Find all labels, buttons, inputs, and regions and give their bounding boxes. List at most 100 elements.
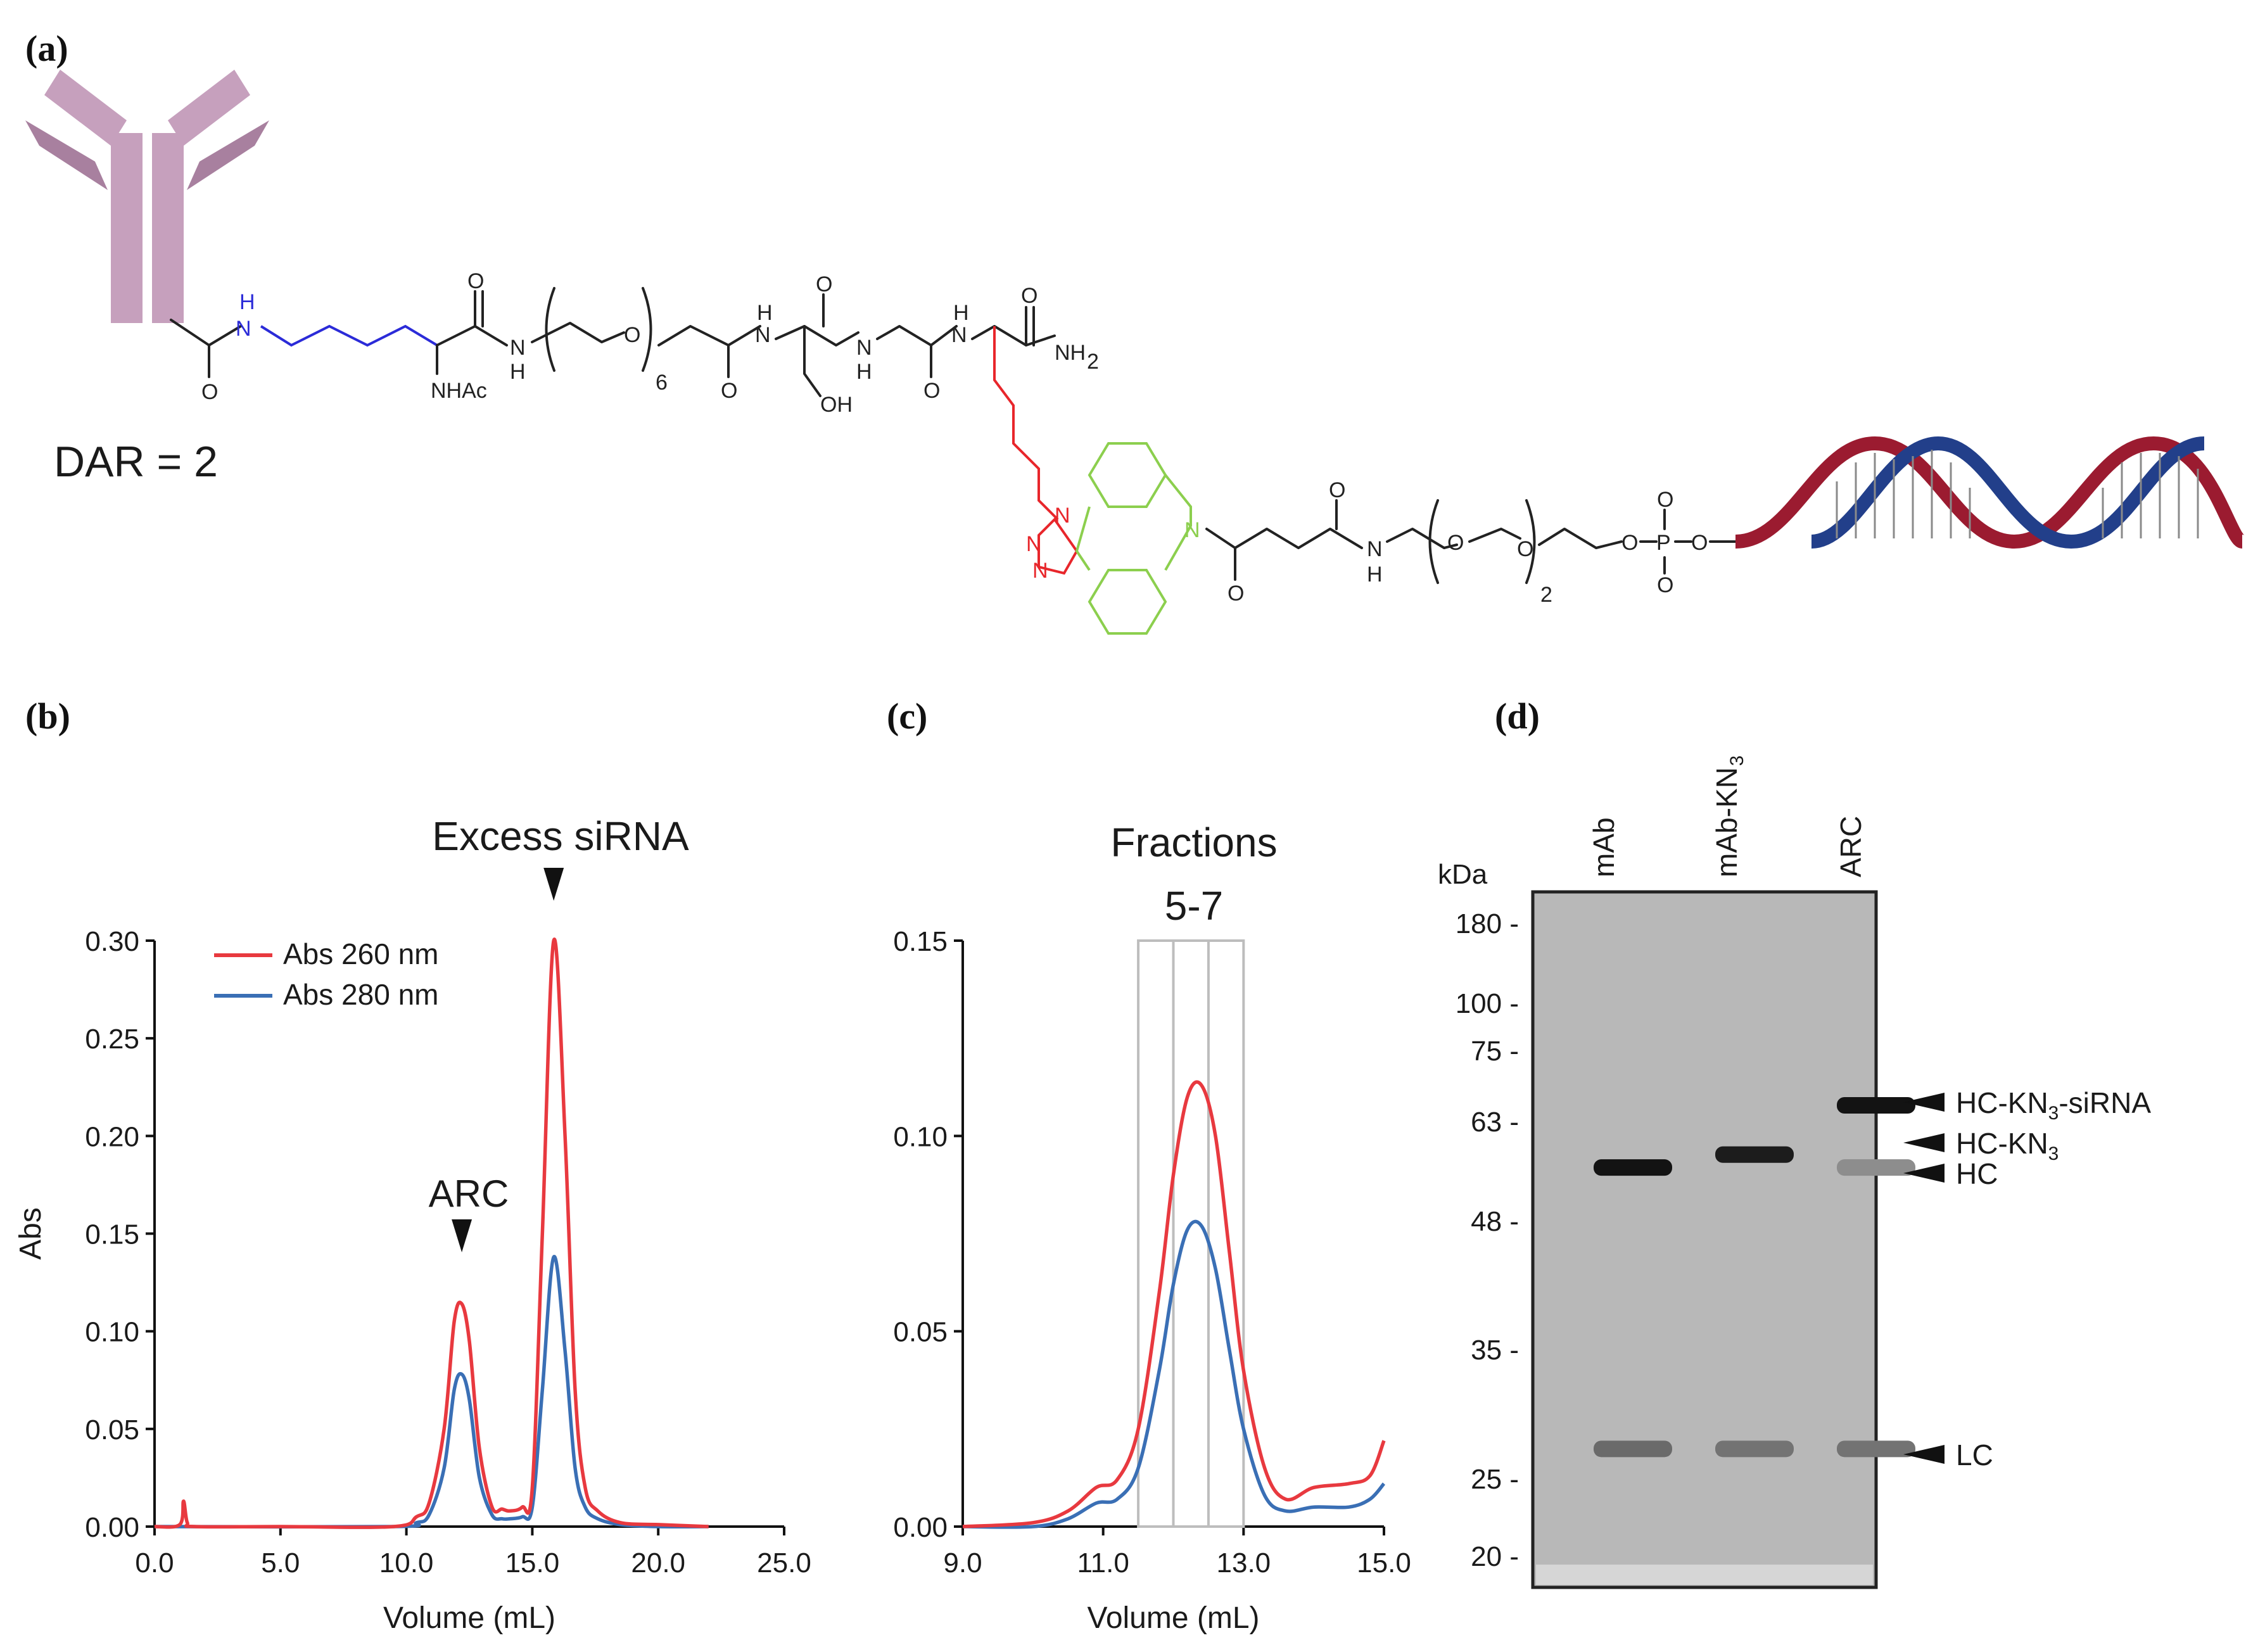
chart-b-axes: 0.00 0.05 0.10 0.15 0.20 0.25 0.30 0.0 5.0 10.0 15… [14,926,811,1635]
dbco-n: N [1184,518,1200,542]
chart-b-y-tick-label: 0.00 [85,1512,139,1543]
gel-marker-label: 20 - [1471,1541,1519,1572]
phosphate-o-1: O [1621,531,1638,555]
sirna-duplex-icon [1735,436,2245,549]
chart-b-annotation-arrow [543,868,564,901]
chart-b-x-tick-label: 15.0 [505,1547,560,1579]
chart-b-x-tick-label: 10.0 [379,1547,434,1579]
chart-c-x-tick-label: 15.0 [1357,1547,1411,1579]
chart-c-x-tick-label: 13.0 [1217,1547,1271,1579]
gel-marker-label: 48 - [1471,1206,1519,1237]
arrow-hc [1903,1164,1945,1183]
gel-band [1715,1146,1794,1163]
svg-text:HC-KN3-siRNA: HC-KN3-siRNA [1956,1086,2151,1124]
carbonyl-o-6: O [1021,284,1037,308]
svg-text:mAb-KN3: mAb-KN3 [1710,756,1748,878]
arrow-hc-kn3-sirna [1903,1093,1945,1112]
amide-n-2: N [755,323,771,347]
carbonyl-o-7: O [1228,581,1244,606]
chart-c-series-abs-260-nm [962,1080,1386,1528]
chart-c-fraction-boxes [1137,939,1245,1528]
gel-dye-front [1536,1565,1873,1585]
gel-band [1594,1440,1672,1458]
chart-b-x-tick-label: 5.0 [261,1547,300,1579]
chart-c-y-tick-label: 0.00 [893,1512,948,1543]
peg2-subscript: 2 [1540,583,1552,607]
peg-o-3: O [1517,537,1533,561]
chart-c: Fractions 5-7 0.00 0.05 0.10 0.15 9.0 11.0 13.… [893,820,1411,1635]
chart-c-axes: 0.00 0.05 0.10 0.15 9.0 11.0 13.0 15.0 Volume (m… [893,926,1411,1635]
chart-c-y-tick-label: 0.05 [893,1317,948,1348]
svg-text:HC-KN3: HC-KN3 [1956,1127,2059,1164]
chart-b-series-abs-280-nm [154,1255,709,1529]
annotation-excess-sirna: Excess siRNA [432,813,689,859]
chart-b-annotation-arrow [452,1219,473,1252]
chart-b-x-axis-title: Volume (mL) [383,1601,555,1635]
chart-c-y-tick-label: 0.10 [893,1121,948,1152]
chart-b-y-tick-label: 0.15 [85,1219,139,1250]
antibody-icon [25,70,269,323]
lane-label-mab: mAb [1587,817,1620,877]
amide-h-1: H [510,360,526,384]
amide-h-4: H [953,301,969,325]
gel-band [1594,1159,1672,1176]
arrow-hc-kn3 [1903,1133,1945,1152]
chart-b-y-tick-label: 0.10 [85,1317,139,1348]
amide-h-2: H [757,301,773,325]
carbonyl-o-3: O [721,379,737,403]
gel-band [1837,1097,1915,1114]
gel-background [1531,890,1878,1589]
amide-n-5: N [1367,537,1383,561]
peg-o-2: O [1447,531,1464,555]
nhac-label: NHAc [431,379,487,403]
chart-b-x-tick-label: 20.0 [631,1547,685,1579]
band-label-hc-kn3-sirna: HC-KN3-siRNA [1956,1086,2151,1124]
panel-label-a: (a) [25,28,68,69]
peg6-subscript: 6 [656,371,668,395]
gel-band [1715,1440,1794,1458]
carbonyl-o-2: O [467,269,484,293]
serine-oh: OH [820,393,853,417]
phosphate-o-2: O [1657,488,1673,512]
legend-label-260: Abs 260 nm [283,937,438,970]
gel-marker-label: 35 - [1471,1335,1519,1366]
chart-c-fraction-frame [1137,939,1245,1528]
panel-label-b: (b) [25,696,70,737]
annotation-fraction-range: 5-7 [1165,883,1224,929]
band-label-hc: HC [1956,1157,1998,1190]
amide-n-3: N [856,336,872,360]
chart-b-y-tick-label: 0.05 [85,1414,139,1446]
chart-b: Excess siRNA ARC Abs 260 nm Abs 280 nm 0… [14,813,811,1635]
lysine-n: N [236,317,251,341]
lane-label-arc: ARC [1834,816,1867,877]
amine-nh: NH [1055,341,1086,365]
phosphate-o-4: O [1691,531,1708,555]
panel-label-d: (d) [1495,696,1540,737]
phosphorus: P [1656,531,1671,555]
amide-n-4: N [951,323,967,347]
chart-c-x-tick-label: 9.0 [943,1547,982,1579]
lysine-h: H [239,290,255,314]
chart-b-series-abs-260-nm [154,937,709,1529]
amine-subscript: 2 [1087,350,1099,374]
lane-label-mab-kn3: mAb-KN3 [1710,756,1748,878]
linker-structure: O N H O NHAc N H O 6 O H N O OH N H O H … [170,269,1099,521]
legend-label-280: Abs 280 nm [283,978,438,1011]
amide-n-1: N [510,336,526,360]
gel-marker-label: 100 - [1456,988,1519,1019]
carbonyl-o-1: O [201,380,218,404]
gel-band [1837,1159,1915,1176]
band-label-hc-kn3: HC-KN3 [1956,1127,2059,1164]
peg-o-1: O [624,323,640,347]
gel-markers: 180 - 100 - 75 - 63 - 48 - 35 - 25 - 20 - [1456,908,1519,1572]
chart-c-x-tick-label: 11.0 [1077,1547,1129,1579]
chart-b-legend: Abs 260 nm Abs 280 nm [214,937,438,1011]
gel-marker-label: 75 - [1471,1036,1519,1067]
chart-b-y-tick-label: 0.20 [85,1121,139,1152]
gel-bands [1594,1097,1915,1458]
arrow-lc [1903,1445,1945,1464]
dbco-triazole-structure: N N N N O O N H O O 2 O P O O O [1026,442,1737,635]
dar-label: DAR = 2 [54,438,218,486]
chart-c-y-tick-label: 0.15 [893,926,948,957]
